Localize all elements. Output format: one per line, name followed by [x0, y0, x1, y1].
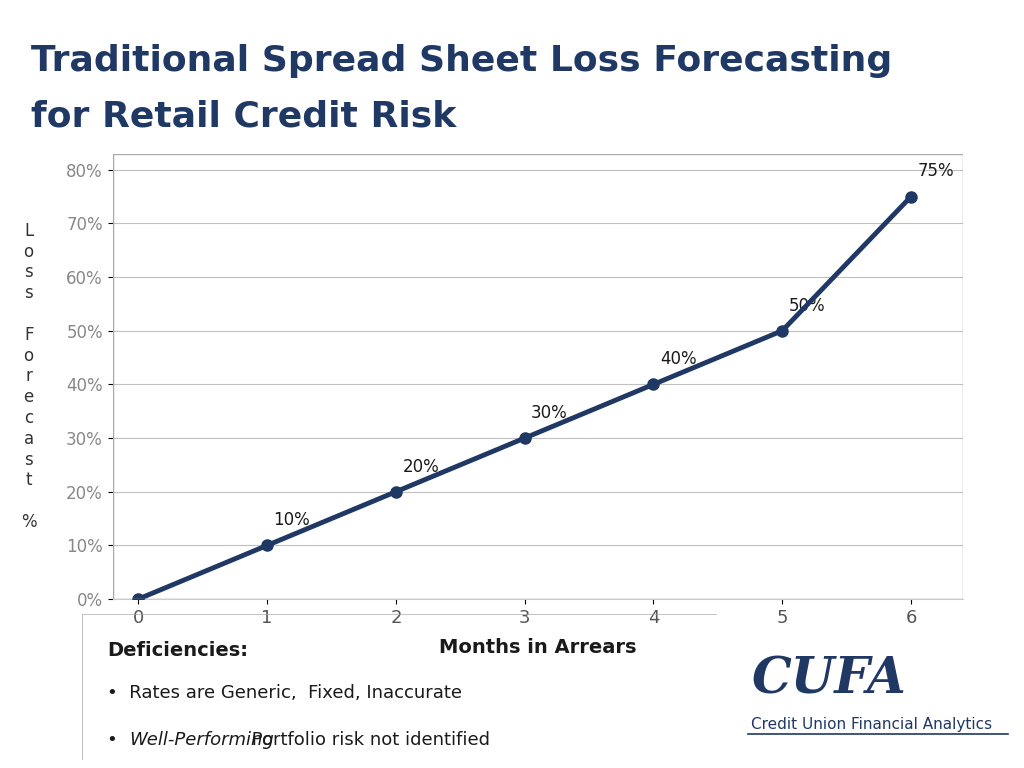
Text: Deficiencies:: Deficiencies: — [108, 641, 248, 660]
Text: 40%: 40% — [659, 350, 696, 369]
Text: Credit Union Financial Analytics: Credit Union Financial Analytics — [751, 717, 992, 732]
Text: 30%: 30% — [531, 404, 568, 422]
Text: 50%: 50% — [788, 296, 825, 315]
Bar — [113, 154, 963, 599]
Text: for Retail Credit Risk: for Retail Credit Risk — [31, 100, 456, 134]
Text: Portfolio risk not identified: Portfolio risk not identified — [246, 731, 489, 749]
Text: Well-Performing: Well-Performing — [129, 731, 274, 749]
X-axis label: Months in Arrears: Months in Arrears — [439, 638, 636, 657]
Text: L
o
s
s

F
o
r
e
c
a
s
t

%: L o s s F o r e c a s t % — [20, 222, 37, 531]
Text: •  Rates are Generic,  Fixed, Inaccurate: • Rates are Generic, Fixed, Inaccurate — [108, 684, 462, 703]
Text: 10%: 10% — [273, 511, 310, 529]
Text: 75%: 75% — [918, 163, 954, 180]
Text: •: • — [108, 731, 130, 749]
Text: Traditional Spread Sheet Loss Forecasting: Traditional Spread Sheet Loss Forecastin… — [31, 45, 892, 78]
Text: 20%: 20% — [402, 458, 439, 475]
Text: CUFA: CUFA — [751, 655, 906, 704]
